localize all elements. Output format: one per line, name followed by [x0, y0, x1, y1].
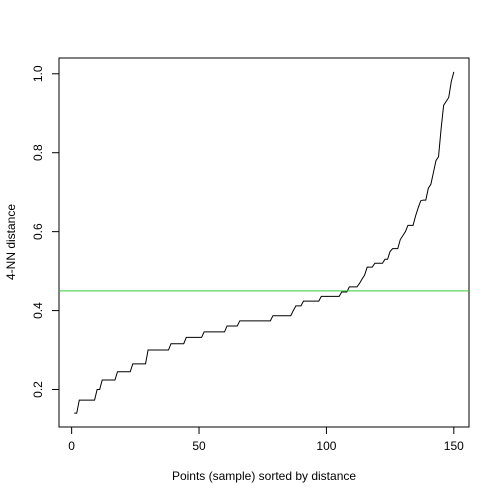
y-axis-label: 4-NN distance — [4, 204, 18, 280]
y-tick-label: 1.0 — [31, 65, 45, 82]
x-axis-label: Points (sample) sorted by distance — [172, 469, 356, 483]
distance-line — [74, 71, 455, 414]
y-tick-label: 0.6 — [31, 223, 45, 240]
x-tick-label: 100 — [316, 439, 336, 453]
x-tick-label: 0 — [68, 439, 75, 453]
x-tick-label: 150 — [444, 439, 464, 453]
y-tick-label: 0.2 — [31, 381, 45, 398]
y-tick-label: 0.4 — [31, 302, 45, 319]
plot-box — [58, 57, 470, 428]
x-tick-label: 50 — [192, 439, 206, 453]
y-tick-label: 0.8 — [31, 144, 45, 161]
